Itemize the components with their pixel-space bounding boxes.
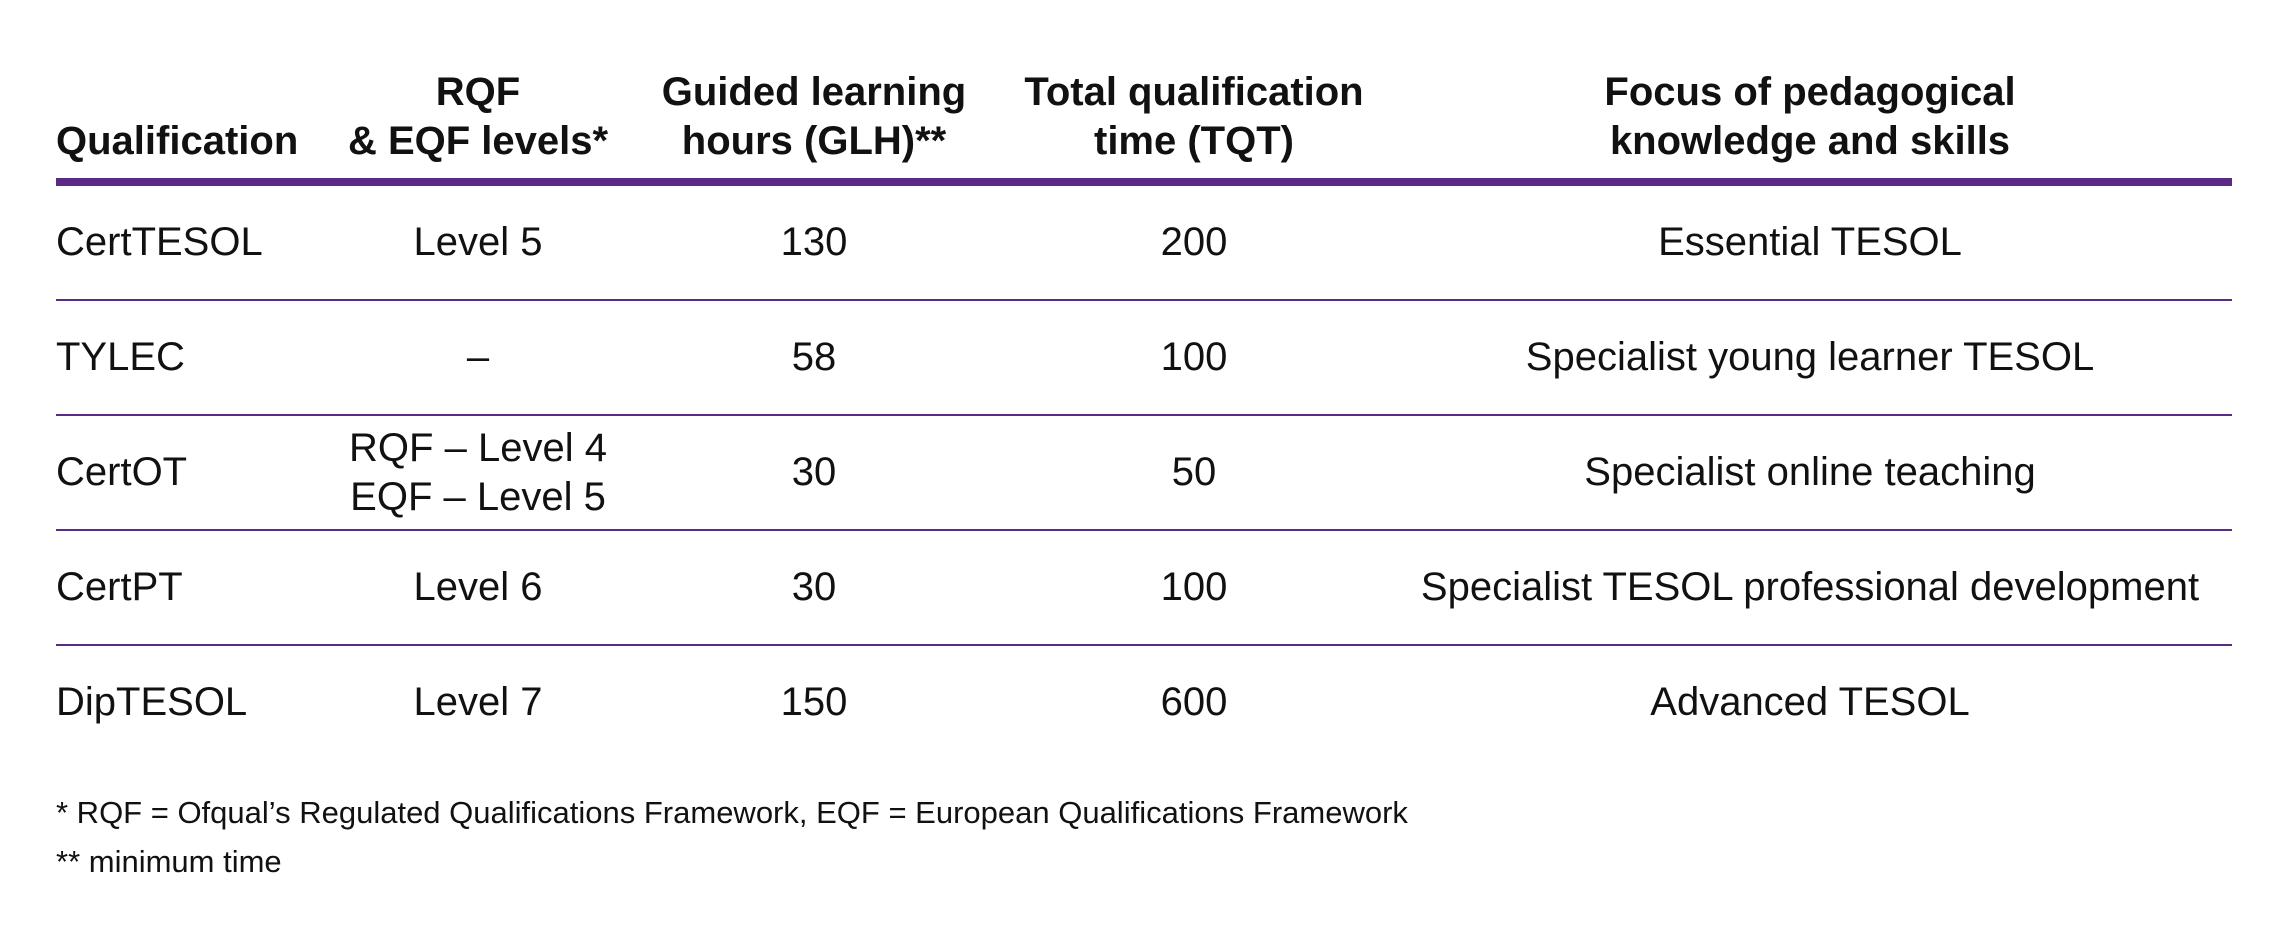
cell-levels-line: Level 7 xyxy=(413,680,543,724)
cell-focus: Essential TESOL xyxy=(1388,182,2232,301)
cell-levels: – xyxy=(328,300,628,416)
header-tqt-line-1: Total qualification xyxy=(1024,70,1364,114)
header-levels-line-2: & EQF levels* xyxy=(347,119,609,163)
cell-levels-line: RQF – Level 4 xyxy=(349,425,607,470)
footnotes: * RQF = Ofqual’s Regulated Qualification… xyxy=(56,788,1408,886)
table-row: CertTESOL Level 5 130 200 Essential TESO… xyxy=(56,182,2232,301)
header-focus: Focus of pedagogical knowledge and skill… xyxy=(1388,68,2232,186)
footnote-rqf-eqf: * RQF = Ofqual’s Regulated Qualification… xyxy=(56,795,1408,830)
cell-qualification: CertTESOL xyxy=(56,182,328,301)
qualifications-table: Qualification RQF & EQF levels* Guided l… xyxy=(56,68,2232,759)
header-focus-line-2: knowledge and skills xyxy=(1609,119,2011,163)
cell-glh: 130 xyxy=(628,182,1000,301)
header-glh-line-2: hours (GLH)** xyxy=(681,119,947,163)
cell-levels-line: Level 5 xyxy=(413,220,543,264)
cell-glh: 30 xyxy=(628,530,1000,646)
header-levels: RQF & EQF levels* xyxy=(328,68,628,186)
cell-qualification: CertOT xyxy=(56,415,328,531)
cell-levels: Level 5 xyxy=(328,182,628,301)
cell-levels-line: EQF – Level 5 xyxy=(350,474,606,519)
cell-qualification: CertPT xyxy=(56,530,328,646)
header-glh-line-1: Guided learning xyxy=(661,70,967,114)
header-glh: Guided learning hours (GLH)** xyxy=(628,68,1000,186)
cell-qualification: DipTESOL xyxy=(56,680,248,724)
header-qualification-line-1: Qualification xyxy=(56,119,299,163)
cell-focus: Specialist young learner TESOL xyxy=(1388,300,2232,416)
table-row: CertOT RQF – Level 4 EQF – Level 5 30 50… xyxy=(56,415,2232,531)
cell-tqt: 200 xyxy=(1000,182,1388,301)
cell-levels: Level 6 xyxy=(328,530,628,646)
table-row: TYLEC – 58 100 Specialist young learner … xyxy=(56,300,2232,416)
table-row: DipTESOL Level 7 150 600 Advanced TESOL xyxy=(56,645,2232,759)
cell-tqt: 600 xyxy=(1160,680,1228,724)
cell-levels: RQF – Level 4 EQF – Level 5 xyxy=(328,415,628,531)
cell-tqt: 50 xyxy=(1000,415,1388,531)
cell-focus: Advanced TESOL xyxy=(1650,680,1970,724)
cell-tqt: 100 xyxy=(1000,300,1388,416)
header-row: Qualification RQF & EQF levels* Guided l… xyxy=(56,68,2232,186)
cell-tqt: 100 xyxy=(1000,530,1388,646)
header-tqt-line-2: time (TQT) xyxy=(1094,119,1294,163)
footnote-minimum-time: ** minimum time xyxy=(56,844,282,879)
table-row: CertPT Level 6 30 100 Specialist TESOL p… xyxy=(56,530,2232,646)
cell-levels-line: – xyxy=(466,335,490,379)
header-levels-line-1: RQF xyxy=(435,70,521,114)
cell-qualification: TYLEC xyxy=(56,300,328,416)
cell-glh: 30 xyxy=(628,415,1000,531)
cell-focus: Specialist online teaching xyxy=(1388,415,2232,531)
cell-glh: 58 xyxy=(628,300,1000,416)
header-tqt: Total qualification time (TQT) xyxy=(1000,68,1388,186)
cell-glh: 150 xyxy=(780,680,848,724)
cell-levels: Level 7 xyxy=(328,645,628,759)
cell-focus: Specialist TESOL professional developmen… xyxy=(1388,530,2232,646)
header-qualification: Qualification xyxy=(56,68,328,186)
header-focus-line-1: Focus of pedagogical xyxy=(1604,70,2016,114)
cell-levels-line: Level 6 xyxy=(413,565,543,609)
